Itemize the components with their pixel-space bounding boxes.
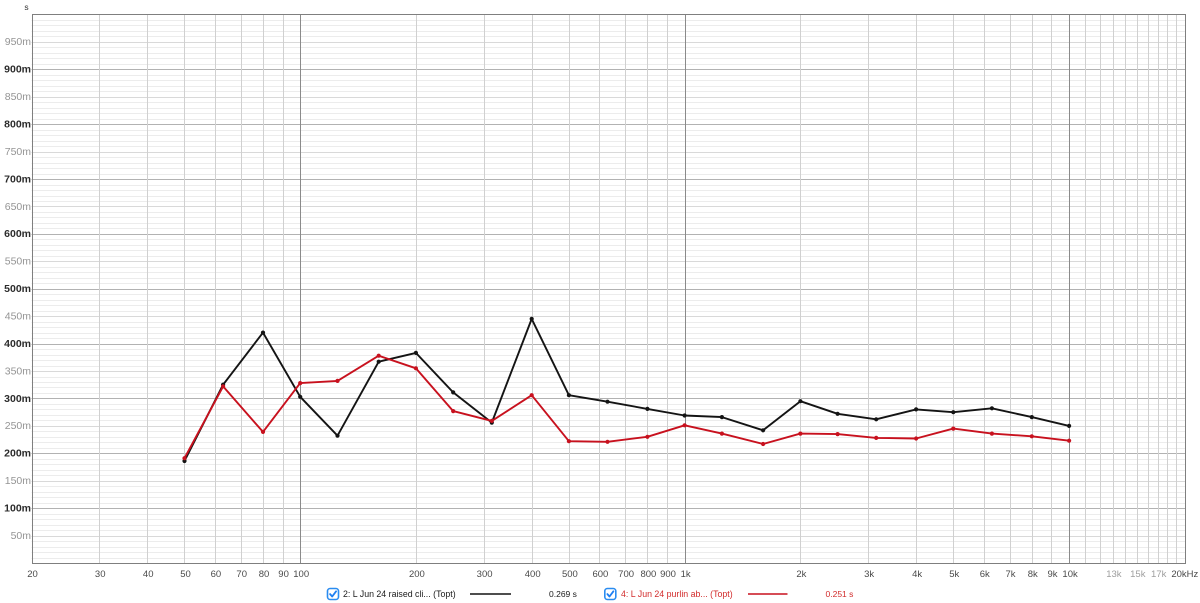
svg-text:4: L Jun 24 purlin ab... (Topt: 4: L Jun 24 purlin ab... (Topt) [621, 589, 733, 599]
svg-text:0.269 s: 0.269 s [549, 589, 577, 599]
svg-text:0.251 s: 0.251 s [826, 589, 854, 599]
svg-text:90: 90 [278, 569, 289, 580]
svg-text:700: 700 [618, 569, 634, 580]
svg-text:700m: 700m [4, 173, 31, 185]
svg-text:7k: 7k [1005, 569, 1015, 580]
svg-text:500m: 500m [4, 283, 31, 295]
svg-text:10k: 10k [1062, 569, 1078, 580]
svg-text:100m: 100m [4, 502, 31, 514]
svg-text:300m: 300m [4, 393, 31, 405]
svg-text:450m: 450m [5, 311, 32, 323]
svg-text:800: 800 [640, 569, 656, 580]
svg-text:250m: 250m [5, 420, 32, 432]
svg-text:15k: 15k [1130, 569, 1146, 580]
svg-text:80: 80 [259, 569, 270, 580]
svg-text:850m: 850m [5, 91, 32, 103]
svg-text:4k: 4k [912, 569, 922, 580]
svg-text:40: 40 [143, 569, 154, 580]
svg-text:600: 600 [592, 569, 608, 580]
svg-text:800m: 800m [4, 119, 31, 131]
svg-text:60: 60 [211, 569, 222, 580]
svg-text:20: 20 [27, 569, 38, 580]
svg-text:17k: 17k [1151, 569, 1167, 580]
svg-text:30: 30 [95, 569, 106, 580]
svg-text:900: 900 [660, 569, 676, 580]
svg-text:5k: 5k [949, 569, 959, 580]
svg-text:20kHz: 20kHz [1171, 569, 1198, 580]
svg-text:8k: 8k [1028, 569, 1038, 580]
svg-text:50m: 50m [11, 530, 32, 542]
svg-text:70: 70 [236, 569, 247, 580]
svg-text:500: 500 [562, 569, 578, 580]
svg-text:2: L Jun 24 raised cli... (Top: 2: L Jun 24 raised cli... (Topt) [343, 589, 456, 599]
svg-text:2k: 2k [796, 569, 806, 580]
svg-text:300: 300 [477, 569, 493, 580]
svg-text:50: 50 [180, 569, 191, 580]
svg-text:750m: 750m [5, 146, 32, 158]
svg-text:150m: 150m [5, 475, 32, 487]
svg-text:13k: 13k [1106, 569, 1122, 580]
svg-text:950m: 950m [5, 36, 32, 48]
svg-text:550m: 550m [5, 256, 32, 268]
svg-text:400: 400 [525, 569, 541, 580]
svg-text:350m: 350m [5, 365, 32, 377]
svg-text:900m: 900m [4, 64, 31, 76]
svg-text:650m: 650m [5, 201, 32, 213]
svg-text:400m: 400m [4, 338, 31, 350]
svg-text:200: 200 [409, 569, 425, 580]
svg-text:9k: 9k [1047, 569, 1057, 580]
svg-text:600m: 600m [4, 228, 31, 240]
svg-text:6k: 6k [980, 569, 990, 580]
svg-text:200m: 200m [4, 448, 31, 460]
svg-text:3k: 3k [864, 569, 874, 580]
svg-text:100: 100 [293, 569, 309, 580]
svg-text:1k: 1k [681, 569, 691, 580]
svg-text:s: s [24, 2, 28, 12]
